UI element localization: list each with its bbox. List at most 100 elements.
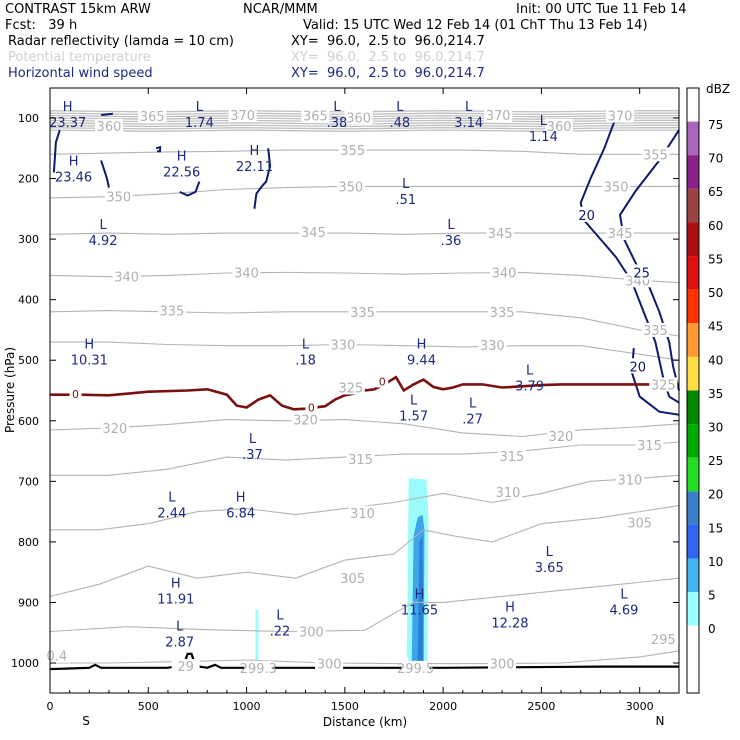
- extremum-type: L: [99, 218, 107, 233]
- theta-contour: [49, 232, 679, 235]
- theta-label: 355: [340, 144, 365, 159]
- extremum-type: L: [276, 609, 284, 624]
- theta-label: 315: [348, 453, 373, 468]
- y-tick-label: 800: [18, 536, 39, 549]
- extremum-type: H: [171, 576, 181, 591]
- wind-contour: [179, 181, 201, 197]
- zero-line-labels: 0 0 0: [69, 375, 389, 414]
- extremum-value: 11.91: [157, 592, 194, 607]
- theta-label-bg: [602, 179, 631, 194]
- theta-label-bg: [547, 428, 576, 443]
- colorbar-swatch: [687, 424, 699, 458]
- theta-label: 300: [317, 658, 342, 673]
- colorbar-swatch: [687, 558, 699, 593]
- extremum-value: .36: [441, 234, 462, 249]
- wind-speed-contours: [52, 112, 680, 416]
- colorbar-label: 70: [708, 152, 723, 166]
- theta-label-bg: [171, 659, 200, 674]
- theta-label-bg: [545, 118, 574, 133]
- field-reflectivity-name: Radar reflectivity (lamda = 10 cm): [8, 34, 234, 49]
- theta-label: 340: [114, 271, 139, 286]
- theta-label-bg: [336, 179, 365, 194]
- theta-contour-top: [49, 129, 679, 132]
- field-wind-name: Horizontal wind speed: [8, 66, 153, 81]
- colorbar-swatch: [687, 155, 699, 189]
- theta-label-bg: [606, 108, 635, 123]
- theta-label: 365: [303, 110, 328, 125]
- extremum-type: L: [168, 491, 176, 506]
- colorbar-label: 75: [708, 118, 723, 132]
- theta-label-bg: [336, 380, 365, 395]
- extremum-value: 3.65: [535, 561, 564, 576]
- theta-label: 370: [486, 109, 511, 124]
- theta-contour-top: [49, 122, 679, 125]
- theta-label-bg: [348, 304, 377, 319]
- extremum-type: L: [540, 114, 548, 129]
- extremum-type: L: [447, 218, 455, 233]
- zero-label-bg: [69, 388, 82, 401]
- colorbar-frame: [686, 87, 700, 694]
- y-tick-label: 200: [18, 173, 39, 186]
- colorbar-swatch: [687, 625, 699, 660]
- extremum-value: 4.92: [89, 234, 118, 249]
- extremum-type: L: [196, 100, 204, 115]
- extremum-type: L: [176, 619, 184, 634]
- theta-label-bg: [478, 338, 507, 353]
- extremum-value: 4.69: [609, 603, 638, 618]
- theta-label-bg: [641, 322, 670, 337]
- theta-label: 300: [299, 626, 324, 641]
- extremum-value: .48: [390, 116, 411, 131]
- extremum-value: 10.31: [71, 353, 108, 368]
- y-tick-label: 700: [18, 475, 39, 488]
- y-axis-label: Pressure (hPa): [3, 347, 17, 433]
- theta-contour: [49, 577, 680, 633]
- theta-label: 335: [350, 306, 375, 321]
- theta-label-bg: [348, 505, 377, 520]
- echo-narrow: [255, 609, 259, 667]
- zero-label: 0: [72, 388, 79, 401]
- field-wind-xy: XY= 96.0, 2.5 to 96.0,214.7: [291, 66, 485, 81]
- zero-label-bg: [305, 401, 318, 414]
- theta-contour: [49, 185, 679, 199]
- extremum-type: L: [410, 394, 418, 409]
- x-tick-label: 2500: [527, 700, 555, 713]
- theta-label-bg: [291, 412, 320, 427]
- extremum-value: 3.79: [515, 379, 544, 394]
- colorbar-label: 40: [708, 353, 723, 367]
- colorbar-swatch: [687, 188, 699, 223]
- wind-contour: [253, 148, 272, 209]
- theta-label: 295: [651, 633, 676, 648]
- colorbar-unit: dBZ: [706, 82, 730, 96]
- y-tick-label: 400: [18, 294, 39, 307]
- theta-contour-top: [49, 127, 679, 130]
- wind-contour: [155, 145, 162, 153]
- colorbar-label: 65: [708, 185, 723, 199]
- colorbar-label: 15: [708, 521, 723, 535]
- colorbar-label: 25: [708, 454, 723, 468]
- extremum-type: L: [469, 397, 477, 412]
- reflectivity-shading: [255, 478, 429, 667]
- field-theta-xy: XY= 96.0, 2.5 to 96.0,214.7: [291, 50, 485, 65]
- extremum-value: 23.46: [55, 170, 92, 185]
- theta-label-bg: [606, 226, 635, 241]
- extremum-type: H: [236, 491, 246, 506]
- theta-label: 370: [230, 109, 255, 124]
- extremum-type: H: [63, 100, 73, 115]
- theta-label: 320: [293, 414, 318, 429]
- y-tick-label: 500: [18, 354, 39, 367]
- colorbar: 0 5 10 15 20 25 30 35 40 45 50 55 60 65 70 75 dBZ: [686, 82, 730, 694]
- x-tick-label: 3000: [626, 700, 654, 713]
- extremum-value: .37: [242, 448, 263, 463]
- theta-label-bg: [138, 109, 167, 124]
- theta-label-bg: [488, 304, 517, 319]
- extremum-value: 23.37: [49, 116, 86, 131]
- extremum-value: .51: [395, 193, 416, 208]
- y-tick-label: 300: [18, 233, 39, 246]
- theta-label-bg: [338, 143, 367, 158]
- theta-label: 315: [500, 450, 525, 465]
- extremum-type: H: [84, 337, 94, 352]
- extremum-value: 3.14: [454, 116, 483, 131]
- theta-label-bg: [346, 451, 375, 466]
- extremum-type: H: [177, 150, 187, 165]
